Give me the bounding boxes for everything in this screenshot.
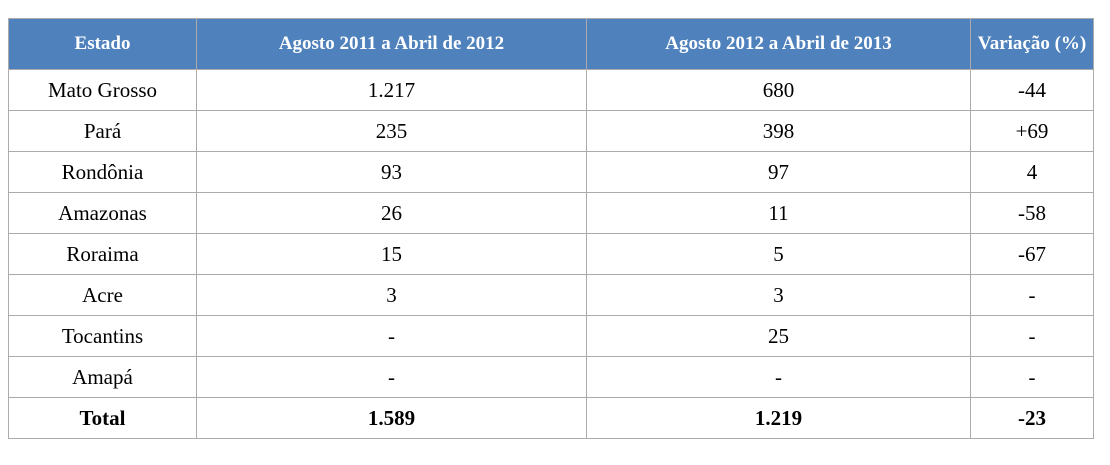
table-row: Mato Grosso 1.217 680 -44 (8, 69, 1094, 111)
cell-period-2: 11 (586, 192, 971, 234)
cell-period-1: - (196, 315, 587, 357)
cell-period-1: 235 (196, 110, 587, 152)
cell-period-2: 398 (586, 110, 971, 152)
cell-period-2: 97 (586, 151, 971, 193)
cell-period-2: - (586, 356, 971, 398)
cell-variacao: - (970, 274, 1094, 316)
cell-estado: Rondônia (8, 151, 197, 193)
header-cell-period-1: Agosto 2011 a Abril de 2012 (196, 18, 587, 70)
cell-estado: Roraima (8, 233, 197, 275)
table-row: Tocantins - 25 - (8, 315, 1094, 357)
cell-period-2: 5 (586, 233, 971, 275)
cell-estado: Pará (8, 110, 197, 152)
cell-period-2: 25 (586, 315, 971, 357)
cell-period-1: 15 (196, 233, 587, 275)
table-row: Rondônia 93 97 4 (8, 151, 1094, 193)
header-cell-variacao: Variação (%) (970, 18, 1094, 70)
cell-variacao: -44 (970, 69, 1094, 111)
cell-period-1: 26 (196, 192, 587, 234)
cell-period-2: 680 (586, 69, 971, 111)
table-row: Acre 3 3 - (8, 274, 1094, 316)
cell-estado: Amapá (8, 356, 197, 398)
table-row: Roraima 15 5 -67 (8, 233, 1094, 275)
cell-variacao: -58 (970, 192, 1094, 234)
cell-estado: Acre (8, 274, 197, 316)
header-cell-period-2: Agosto 2012 a Abril de 2013 (586, 18, 971, 70)
cell-period-2-total: 1.219 (586, 397, 971, 439)
cell-period-1: 3 (196, 274, 587, 316)
cell-estado-total: Total (8, 397, 197, 439)
cell-estado: Amazonas (8, 192, 197, 234)
table-row: Amapá - - - (8, 356, 1094, 398)
cell-variacao: +69 (970, 110, 1094, 152)
table-header: Estado Agosto 2011 a Abril de 2012 Agost… (8, 18, 1094, 70)
cell-variacao: -67 (970, 233, 1094, 275)
cell-variacao: - (970, 315, 1094, 357)
header-cell-estado: Estado (8, 18, 197, 70)
cell-period-1: - (196, 356, 587, 398)
cell-estado: Tocantins (8, 315, 197, 357)
header-row: Estado Agosto 2011 a Abril de 2012 Agost… (8, 18, 1094, 70)
cell-period-1-total: 1.589 (196, 397, 587, 439)
table-row: Pará 235 398 +69 (8, 110, 1094, 152)
cell-estado: Mato Grosso (8, 69, 197, 111)
cell-variacao: - (970, 356, 1094, 398)
table-body: Mato Grosso 1.217 680 -44 Pará 235 398 +… (8, 69, 1094, 439)
cell-period-1: 1.217 (196, 69, 587, 111)
cell-period-2: 3 (586, 274, 971, 316)
state-comparison-table: Estado Agosto 2011 a Abril de 2012 Agost… (8, 18, 1094, 439)
table-row: Amazonas 26 11 -58 (8, 192, 1094, 234)
cell-period-1: 93 (196, 151, 587, 193)
cell-variacao-total: -23 (970, 397, 1094, 439)
table-row-total: Total 1.589 1.219 -23 (8, 397, 1094, 439)
cell-variacao: 4 (970, 151, 1094, 193)
